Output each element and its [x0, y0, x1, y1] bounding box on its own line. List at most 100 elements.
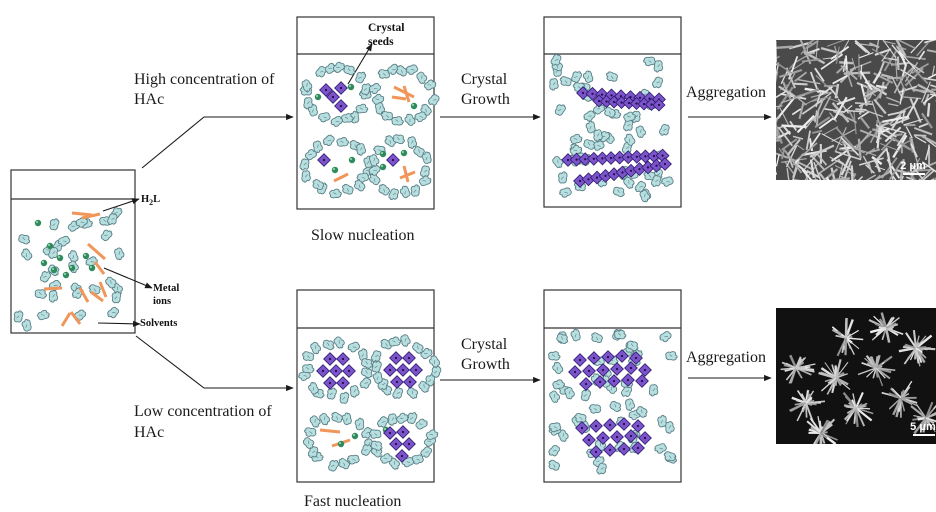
sem-rod — [776, 71, 779, 84]
metal-ion — [62, 271, 70, 279]
sem-rod — [916, 41, 930, 57]
sem-rod — [881, 59, 900, 67]
metal-ion — [379, 150, 387, 158]
sem-rod — [888, 160, 903, 180]
sem-rod — [840, 155, 852, 176]
sem-rod — [818, 116, 836, 130]
sem-rod — [780, 69, 789, 85]
crystal-unit-center — [595, 176, 599, 179]
sem-rod — [814, 67, 825, 82]
crystal-unit-center — [394, 442, 398, 446]
sem-rod — [791, 108, 802, 116]
sem-rod — [924, 146, 930, 161]
sem-rod — [890, 117, 910, 127]
h2l-subscript: 2 — [149, 198, 154, 208]
sem-rod — [782, 81, 792, 100]
sem-rod — [895, 45, 907, 51]
label-low-hac: HAc — [134, 424, 165, 441]
crystal-unit-center — [652, 154, 656, 158]
sem-rod — [895, 40, 907, 57]
crystal-unit-center — [643, 368, 647, 372]
sem-rod — [851, 172, 857, 180]
sem-flower-petal — [805, 401, 818, 404]
sem-flower-petal — [904, 343, 917, 349]
solvent-molecule — [549, 78, 559, 91]
crystal-unit-center — [643, 436, 647, 440]
metal-ion — [40, 259, 48, 267]
crystal-unit-center — [388, 431, 392, 435]
metal-ion — [337, 440, 345, 448]
crystal-unit-center — [394, 356, 398, 360]
label-solvents: Solvents — [140, 318, 178, 329]
crystal-unit-center — [400, 454, 404, 458]
crystal-unit-center — [620, 101, 623, 104]
crystal-unit-center — [620, 354, 624, 358]
crystal-unit-center — [407, 356, 411, 360]
crystal-unit-center — [621, 171, 624, 174]
sem-flower-petal — [795, 367, 815, 373]
crystal-unit-center — [601, 368, 605, 372]
crystal-unit-center — [622, 447, 626, 451]
sem-rod — [776, 115, 781, 122]
label-crystal-seeds-1: Crystal — [368, 22, 405, 34]
crystal-unit-center — [341, 381, 345, 385]
sem-rod — [780, 94, 806, 104]
crystal-unit-center — [328, 357, 332, 361]
sem-rod — [876, 127, 881, 149]
sem-rod — [900, 80, 906, 92]
metal-ion — [68, 264, 76, 272]
sem-flower-petal — [925, 417, 928, 429]
label-crystal-growth-bottom-2: Growth — [461, 356, 510, 373]
sem-flower-petal — [875, 367, 896, 372]
metal-ion — [348, 156, 356, 164]
sem-rod — [785, 144, 798, 168]
crystal-unit-center — [615, 435, 619, 439]
sem-flower-petal — [874, 356, 879, 369]
scale-label-top: 2 μm — [900, 160, 926, 172]
sem-flower-petal — [843, 337, 847, 347]
sem-rod — [855, 42, 873, 47]
sem-rod — [834, 83, 840, 99]
crystal-unit-center — [566, 158, 570, 162]
label-slow-nucleation: Slow nucleation — [311, 227, 415, 244]
crystal-unit-center — [627, 101, 631, 105]
sem-image-flowers: 5 μm — [776, 308, 936, 444]
sem-rod — [924, 40, 936, 44]
sem-rod — [863, 109, 884, 118]
crystal-unit-center — [661, 154, 664, 157]
label-fast-nucleation: Fast nucleation — [304, 493, 402, 510]
sem-rod — [809, 144, 835, 158]
sem-rod — [926, 102, 931, 117]
sem-rod — [921, 169, 935, 180]
sem-rod — [835, 150, 862, 161]
sem-flower-petal — [815, 432, 822, 444]
sem-rod — [855, 108, 867, 112]
label-high-concentration: High concentration of — [134, 71, 275, 88]
label-low-concentration: Low concentration of — [134, 403, 272, 420]
sem-flower-petal — [795, 356, 802, 369]
sem-rod — [854, 102, 874, 106]
sem-flower-petal — [845, 337, 855, 355]
sem-flower-petal — [900, 397, 913, 406]
crystal-unit-center — [608, 448, 612, 452]
sem-rod — [777, 126, 793, 147]
crystal-unit-center — [331, 95, 335, 99]
sem-rod — [875, 40, 880, 53]
sem-flower-petal — [855, 407, 873, 422]
sem-rod — [896, 56, 900, 71]
crystal-unit-center — [597, 99, 601, 103]
crystal-unit-center — [636, 424, 640, 428]
crystal-unit-center — [408, 380, 412, 384]
sem-rod — [865, 174, 877, 180]
sem-rod — [788, 41, 812, 50]
sem-rod — [887, 103, 899, 107]
sem-rod — [800, 40, 813, 55]
sem-rod — [794, 71, 808, 83]
metal-ion — [400, 149, 408, 157]
sem-flower-petal — [913, 417, 927, 435]
sem-rod — [892, 134, 908, 159]
sem-flower-petal — [873, 327, 887, 339]
crystal-unit-center — [592, 356, 596, 360]
sem-rod — [831, 177, 851, 180]
label-crystal-growth-top-2: Growth — [461, 91, 510, 108]
